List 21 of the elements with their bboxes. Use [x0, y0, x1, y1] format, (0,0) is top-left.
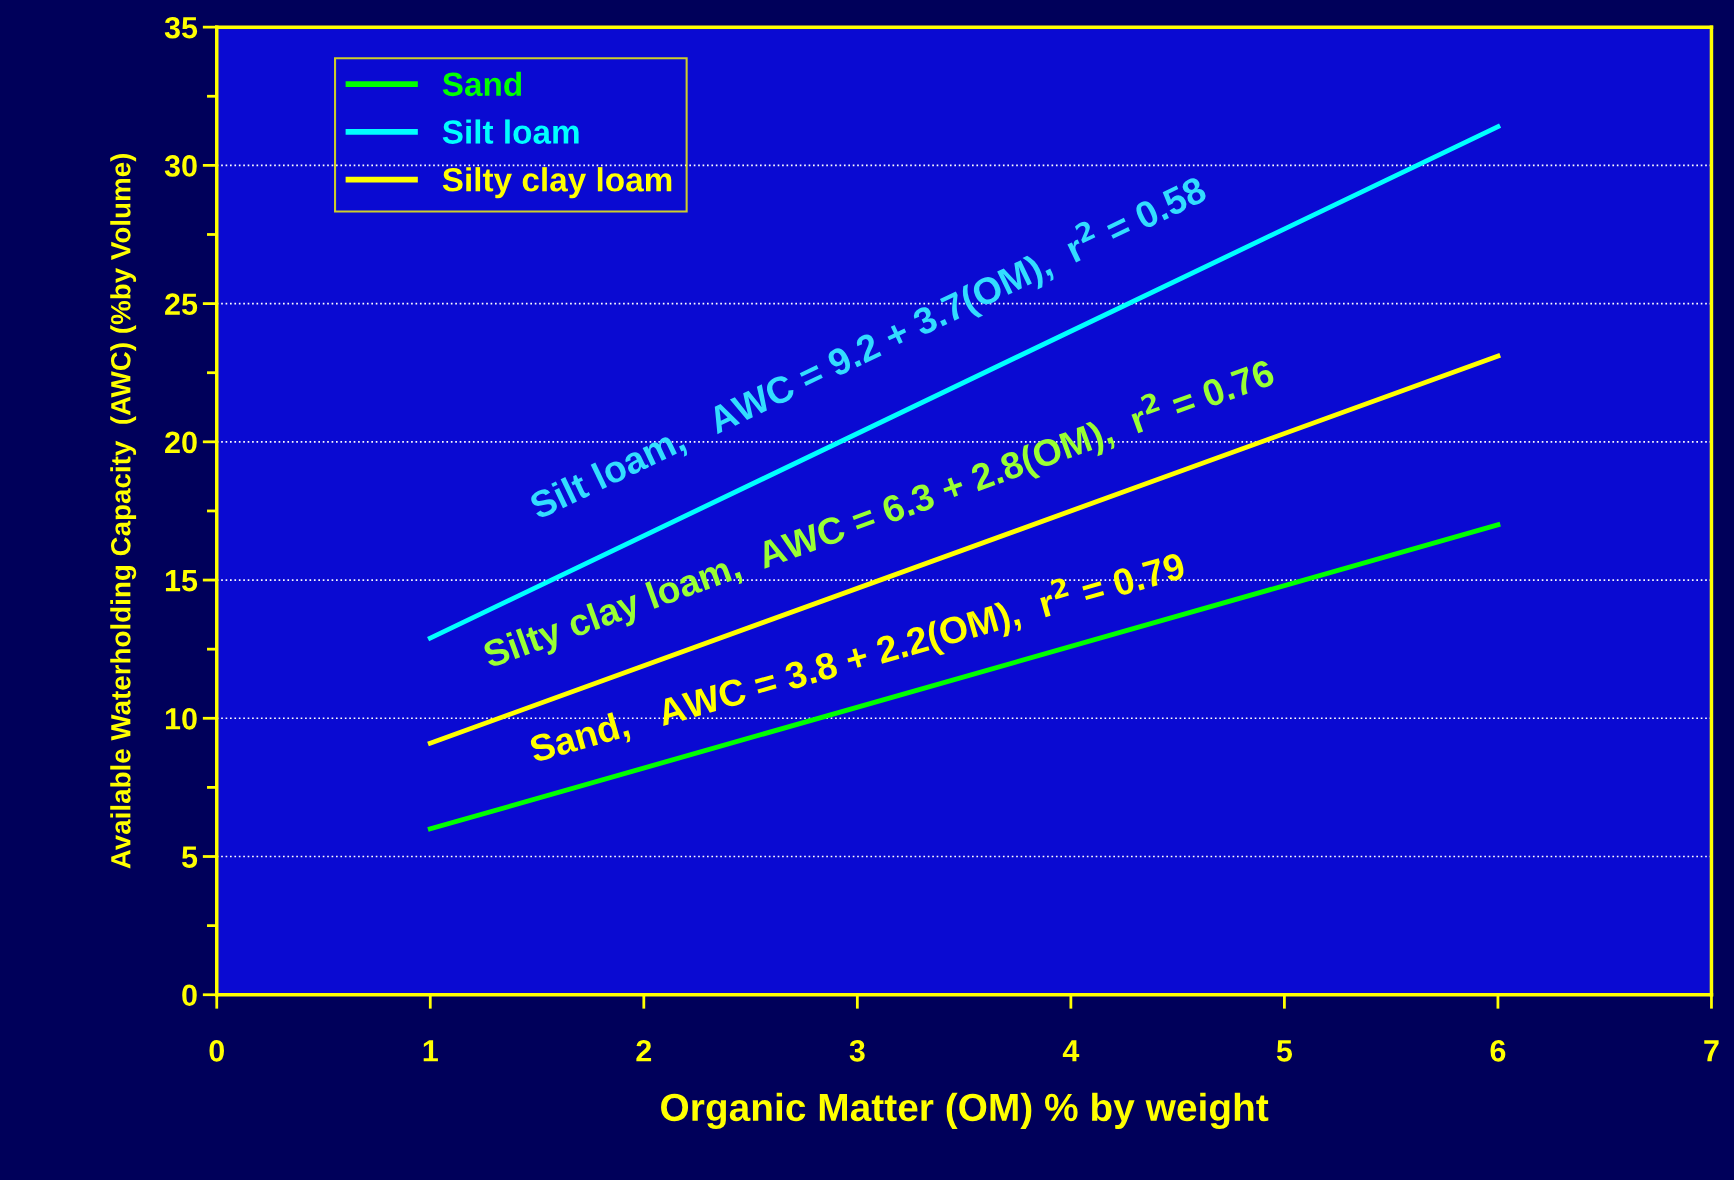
x-tick-label: 2 — [636, 1039, 652, 1062]
x-tick-label: 3 — [849, 1039, 865, 1062]
x-axis-title: Organic Matter (OM) % by weight — [661, 1092, 1269, 1130]
y-tick-label: 5 — [181, 846, 198, 868]
y-tick-label: 0 — [182, 984, 197, 1007]
y-tick-label: 30 — [164, 155, 197, 177]
legend-label: Sand — [442, 71, 522, 97]
y-tick-label: 35 — [164, 16, 198, 39]
x-tick-label: 0 — [209, 1039, 224, 1062]
x-tick-label: 7 — [1704, 1040, 1719, 1062]
x-tick-label: 5 — [1276, 1040, 1293, 1062]
y-axis-title: Available Waterholding Capacity (AWC) (%by Volume) — [110, 153, 137, 869]
x-tick-label: 6 — [1490, 1039, 1506, 1062]
y-tick-label: 15 — [165, 570, 198, 592]
legend-label: Silt loam — [442, 119, 579, 144]
y-tick-label: 20 — [165, 431, 197, 454]
y-tick-label: 10 — [165, 708, 197, 730]
y-tick-label: 25 — [165, 293, 198, 315]
legend-label: Silty clay loam — [442, 167, 672, 199]
x-tick-label: 4 — [1062, 1040, 1080, 1062]
x-tick-label: 1 — [423, 1040, 438, 1062]
